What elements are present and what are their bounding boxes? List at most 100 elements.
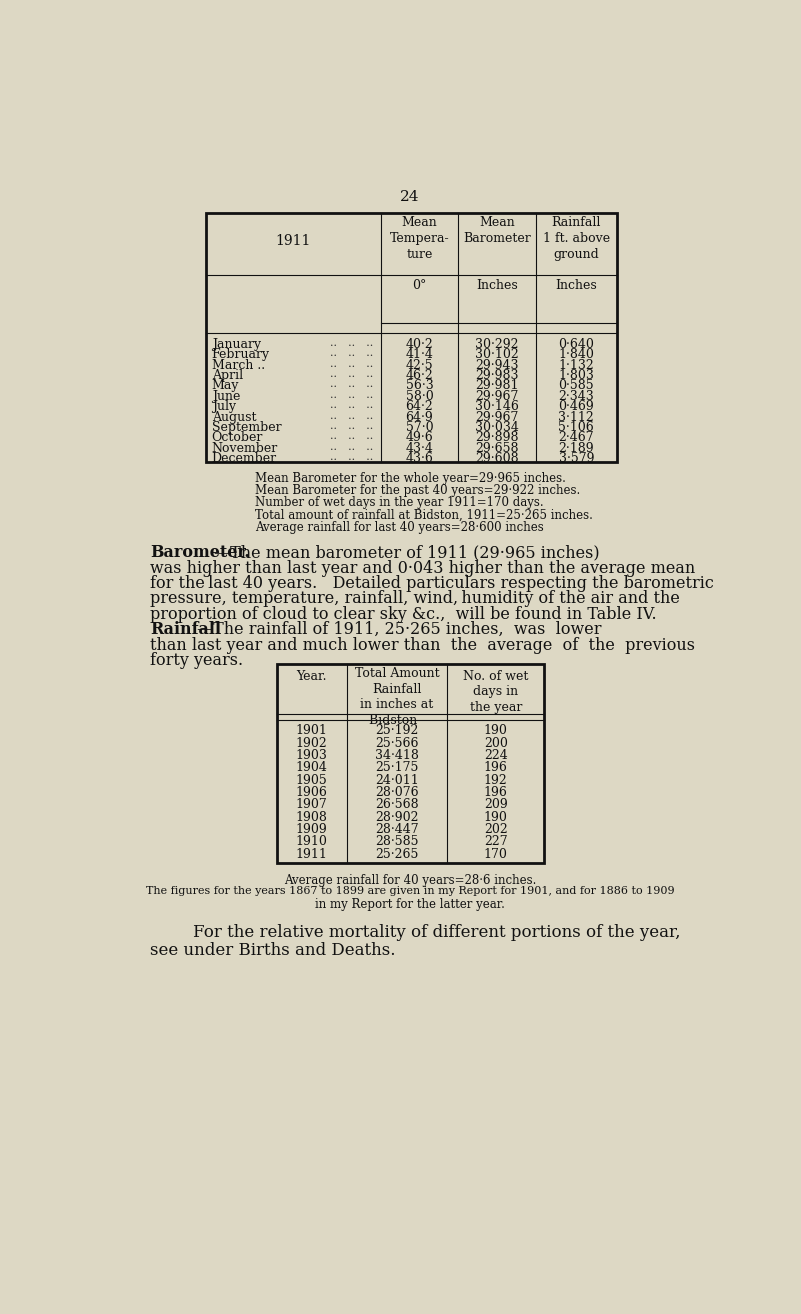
- Text: 200: 200: [484, 737, 508, 750]
- Text: 1903: 1903: [296, 749, 328, 762]
- Text: 1911: 1911: [276, 234, 311, 248]
- Text: 29·983: 29·983: [475, 369, 519, 382]
- Text: 25·265: 25·265: [375, 848, 419, 861]
- Text: 46·2: 46·2: [405, 369, 433, 382]
- Text: 209: 209: [484, 799, 508, 811]
- Text: 2·189: 2·189: [558, 442, 594, 455]
- Text: 29·967: 29·967: [475, 390, 518, 403]
- Text: 49·6: 49·6: [405, 431, 433, 444]
- Text: 2·343: 2·343: [558, 390, 594, 403]
- Text: January: January: [211, 338, 261, 351]
- Text: For the relative mortality of different portions of the year,: For the relative mortality of different …: [193, 924, 681, 941]
- Text: 1906: 1906: [296, 786, 328, 799]
- Text: 25·566: 25·566: [375, 737, 419, 750]
- Text: 1904: 1904: [296, 761, 328, 774]
- Text: Average rainfall for 40 years=28·6 inches.: Average rainfall for 40 years=28·6 inche…: [284, 874, 537, 887]
- Bar: [277, 664, 544, 863]
- Text: 64·9: 64·9: [405, 410, 433, 423]
- Text: 224: 224: [484, 749, 508, 762]
- Text: 29·943: 29·943: [475, 359, 519, 372]
- Text: 192: 192: [484, 774, 508, 787]
- Text: 1·132: 1·132: [558, 359, 594, 372]
- Text: 3·112: 3·112: [558, 410, 594, 423]
- Text: 170: 170: [484, 848, 508, 861]
- Text: 24: 24: [400, 191, 420, 204]
- Text: 29·898: 29·898: [475, 431, 519, 444]
- Text: 1910: 1910: [296, 836, 328, 849]
- Text: for the last 40 years.   Detailed particulars respecting the barometric: for the last 40 years. Detailed particul…: [151, 576, 714, 593]
- Text: The figures for the years 1867 to 1899 are given in my Report for 1901, and for : The figures for the years 1867 to 1899 a…: [146, 886, 674, 896]
- Text: Inches: Inches: [555, 280, 598, 292]
- Text: June: June: [211, 390, 240, 403]
- Text: 34·418: 34·418: [375, 749, 419, 762]
- Text: 30·034: 30·034: [475, 420, 519, 434]
- Text: Average rainfall for last 40 years=28·600 inches: Average rainfall for last 40 years=28·60…: [256, 522, 544, 533]
- Text: 0°: 0°: [413, 280, 427, 292]
- Text: in my Report for the latter year.: in my Report for the latter year.: [315, 899, 505, 912]
- Text: Rainfall
1 ft. above
ground: Rainfall 1 ft. above ground: [543, 217, 610, 261]
- Text: .. .. ..: .. .. ..: [330, 380, 373, 389]
- Text: —The mean barometer of 1911 (29·965 inches): —The mean barometer of 1911 (29·965 inch…: [214, 544, 600, 561]
- Text: 24·011: 24·011: [375, 774, 419, 787]
- Text: July: July: [211, 401, 235, 413]
- Text: No. of wet
days in
the year: No. of wet days in the year: [463, 670, 529, 714]
- Text: Inches: Inches: [476, 280, 517, 292]
- Text: was higher than last year and 0·043 higher than the average mean: was higher than last year and 0·043 high…: [151, 560, 696, 577]
- Text: forty years.: forty years.: [151, 652, 244, 669]
- Text: 1·840: 1·840: [558, 348, 594, 361]
- Text: Rainfall: Rainfall: [151, 622, 221, 639]
- Text: 64·2: 64·2: [405, 401, 433, 413]
- Text: 29·658: 29·658: [475, 442, 519, 455]
- Text: 1·803: 1·803: [558, 369, 594, 382]
- Text: 43·6: 43·6: [405, 452, 433, 465]
- Text: October: October: [211, 431, 263, 444]
- Text: 1901: 1901: [296, 724, 328, 737]
- Text: 25·192: 25·192: [375, 724, 419, 737]
- Text: 28·076: 28·076: [375, 786, 419, 799]
- Text: Mean
Tempera-
ture: Mean Tempera- ture: [389, 217, 449, 261]
- Text: 202: 202: [484, 823, 508, 836]
- Text: 30·292: 30·292: [475, 338, 519, 351]
- Text: pressure, temperature, rainfall, wind, humidity of the air and the: pressure, temperature, rainfall, wind, h…: [151, 590, 680, 607]
- Text: .. .. ..: .. .. ..: [330, 348, 373, 359]
- Text: 28·447: 28·447: [375, 823, 419, 836]
- Text: December: December: [211, 452, 277, 465]
- Text: 26·568: 26·568: [375, 799, 419, 811]
- Text: Number of wet days in the year 1911=170 days.: Number of wet days in the year 1911=170 …: [256, 497, 544, 510]
- Text: 227: 227: [484, 836, 508, 849]
- Text: 196: 196: [484, 761, 508, 774]
- Text: 1909: 1909: [296, 823, 328, 836]
- Text: .. .. ..: .. .. ..: [330, 452, 373, 463]
- Text: Mean Barometer for the whole year=29·965 inches.: Mean Barometer for the whole year=29·965…: [256, 472, 566, 485]
- Text: Mean
Barometer: Mean Barometer: [463, 217, 531, 246]
- Text: Total amount of rainfall at Bidston, 1911=25·265 inches.: Total amount of rainfall at Bidston, 191…: [256, 509, 593, 522]
- Text: 29·981: 29·981: [475, 380, 519, 393]
- Text: 42·5: 42·5: [405, 359, 433, 372]
- Text: Mean Barometer for the past 40 years=29·922 inches.: Mean Barometer for the past 40 years=29·…: [256, 484, 581, 497]
- Text: 3·579: 3·579: [558, 452, 594, 465]
- Text: 1907: 1907: [296, 799, 328, 811]
- Text: .. .. ..: .. .. ..: [330, 442, 373, 452]
- Text: .. .. ..: .. .. ..: [330, 359, 373, 369]
- Text: November: November: [211, 442, 278, 455]
- Text: Total Amount
Rainfall
in inches at
Bidston -: Total Amount Rainfall in inches at Bidst…: [355, 668, 439, 727]
- Text: .. .. ..: .. .. ..: [330, 431, 373, 442]
- Text: proportion of cloud to clear sky &c.,  will be found in Table IV.: proportion of cloud to clear sky &c., wi…: [151, 606, 657, 623]
- Text: 41·4: 41·4: [405, 348, 433, 361]
- Text: 30·102: 30·102: [475, 348, 519, 361]
- Text: 5·106: 5·106: [558, 420, 594, 434]
- Text: 0·640: 0·640: [558, 338, 594, 351]
- Text: 29·608: 29·608: [475, 452, 519, 465]
- Text: May: May: [211, 380, 239, 393]
- Text: 0·469: 0·469: [558, 401, 594, 413]
- Text: .. .. ..: .. .. ..: [330, 410, 373, 420]
- Text: 0·585: 0·585: [558, 380, 594, 393]
- Text: August: August: [211, 410, 256, 423]
- Text: .. .. ..: .. .. ..: [330, 338, 373, 348]
- Text: 1902: 1902: [296, 737, 328, 750]
- Text: April: April: [211, 369, 243, 382]
- Text: 1908: 1908: [296, 811, 328, 824]
- Text: .. .. ..: .. .. ..: [330, 420, 373, 431]
- Text: 190: 190: [484, 724, 508, 737]
- Text: 28·902: 28·902: [375, 811, 419, 824]
